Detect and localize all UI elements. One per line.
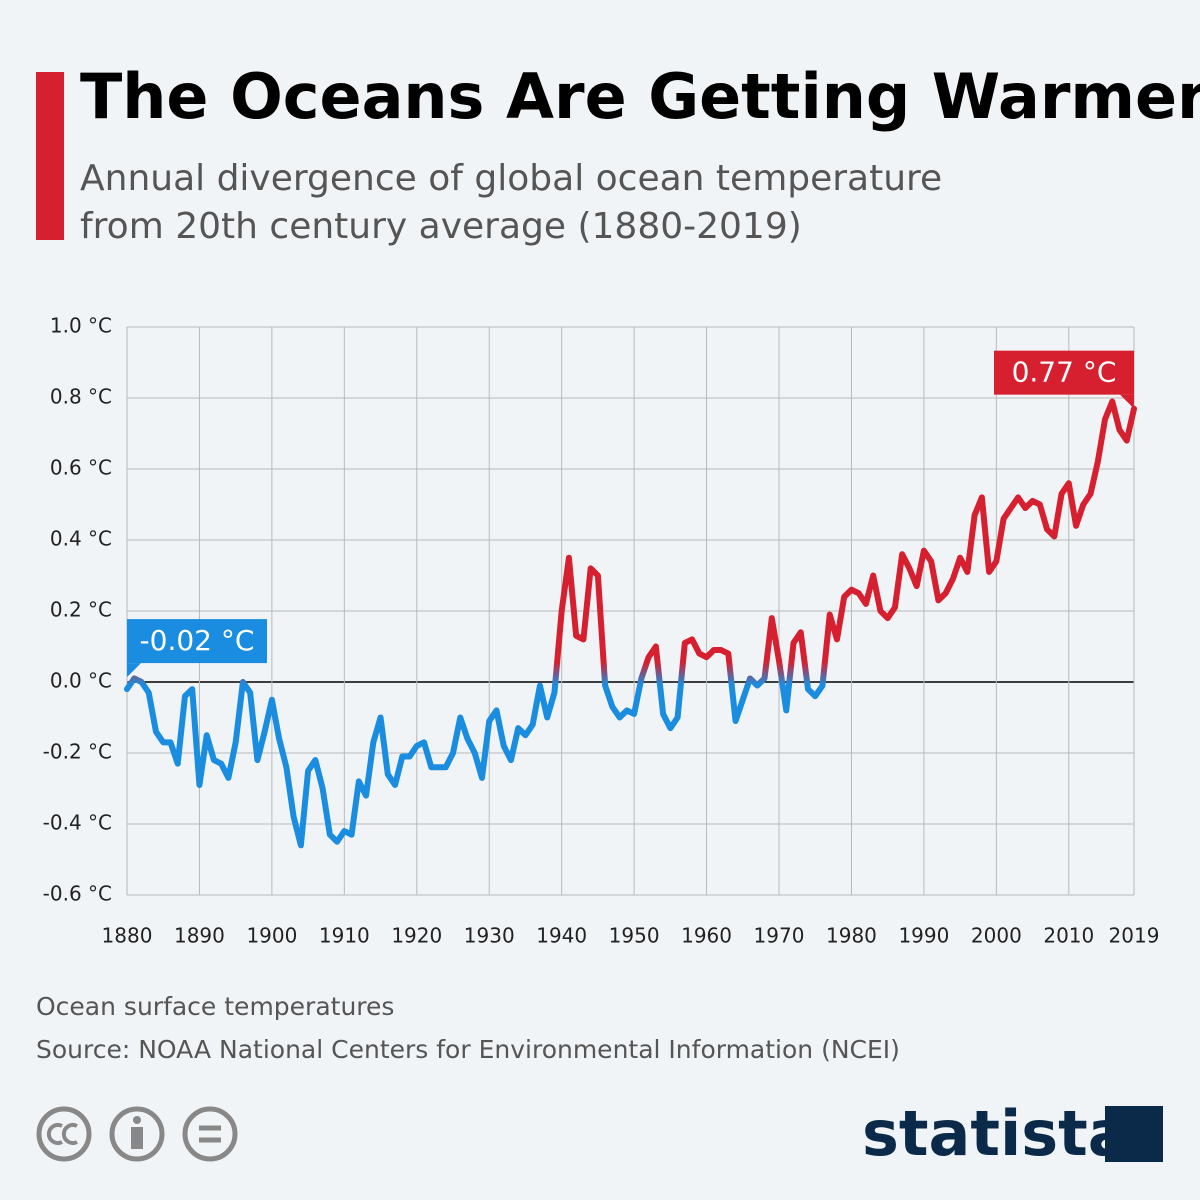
annotation-label: 0.77 °C	[1012, 356, 1117, 389]
x-tick-label: 1980	[826, 924, 877, 948]
brand-icon	[1105, 1106, 1163, 1162]
y-tick-label: 0.4 °C	[50, 527, 112, 551]
brand: statista	[862, 1097, 1130, 1170]
annotation-pointer	[1120, 394, 1134, 409]
x-tick-label: 1910	[319, 924, 370, 948]
x-tick-label: 1920	[391, 924, 442, 948]
x-tick-label: 1880	[102, 924, 153, 948]
x-tick-label: 2000	[971, 924, 1022, 948]
x-tick-label: 2010	[1043, 924, 1094, 948]
x-tick-label: 1960	[681, 924, 732, 948]
subtitle: from 20th century average (1880-2019)	[80, 206, 802, 247]
license-icons	[36, 1106, 238, 1162]
y-tick-label: 0.2 °C	[50, 598, 112, 622]
y-tick-label: 0.0 °C	[50, 669, 112, 693]
accent-bar	[36, 72, 64, 240]
y-tick-label: 0.8 °C	[50, 385, 112, 409]
annotation-pointer	[127, 663, 141, 678]
x-tick-label: 1940	[536, 924, 587, 948]
annotation-box	[994, 350, 1134, 395]
y-tick-label: -0.4 °C	[43, 811, 112, 835]
x-tick-label: 1990	[898, 924, 949, 948]
annotation-box	[127, 619, 267, 664]
data-line	[124, 398, 1137, 849]
x-tick-label: 1950	[609, 924, 660, 948]
source: Source: NOAA National Centers for Enviro…	[36, 1035, 900, 1064]
chart-title: The Oceans Are Getting Warmer	[80, 60, 1200, 133]
x-tick-label: 2019	[1109, 924, 1160, 948]
y-tick-label: -0.6 °C	[43, 882, 112, 906]
annotation-label: -0.02 °C	[140, 624, 255, 657]
y-tick-label: 0.6 °C	[50, 456, 112, 480]
x-tick-label: 1970	[754, 924, 805, 948]
x-tick-label: 1900	[246, 924, 297, 948]
x-tick-label: 1930	[464, 924, 515, 948]
subtitle: Annual divergence of global ocean temper…	[80, 158, 942, 199]
y-tick-label: -0.2 °C	[43, 740, 112, 764]
y-tick-label: 1.0 °C	[50, 314, 112, 338]
x-tick-label: 1890	[174, 924, 225, 948]
note: Ocean surface temperatures	[36, 992, 394, 1021]
